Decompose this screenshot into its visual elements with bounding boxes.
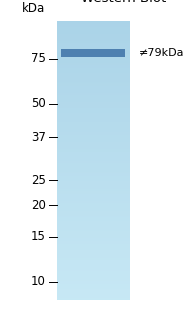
Text: 50: 50 xyxy=(31,97,46,110)
Text: ≠79kDa: ≠79kDa xyxy=(139,48,184,58)
Text: kDa: kDa xyxy=(22,2,46,15)
Text: 37: 37 xyxy=(31,130,46,143)
Text: 10: 10 xyxy=(31,275,46,288)
Text: 15: 15 xyxy=(31,231,46,243)
Text: 25: 25 xyxy=(31,174,46,187)
Text: 75: 75 xyxy=(31,52,46,65)
FancyBboxPatch shape xyxy=(57,22,129,300)
Text: 20: 20 xyxy=(31,199,46,212)
Text: Western Blot: Western Blot xyxy=(81,0,166,5)
